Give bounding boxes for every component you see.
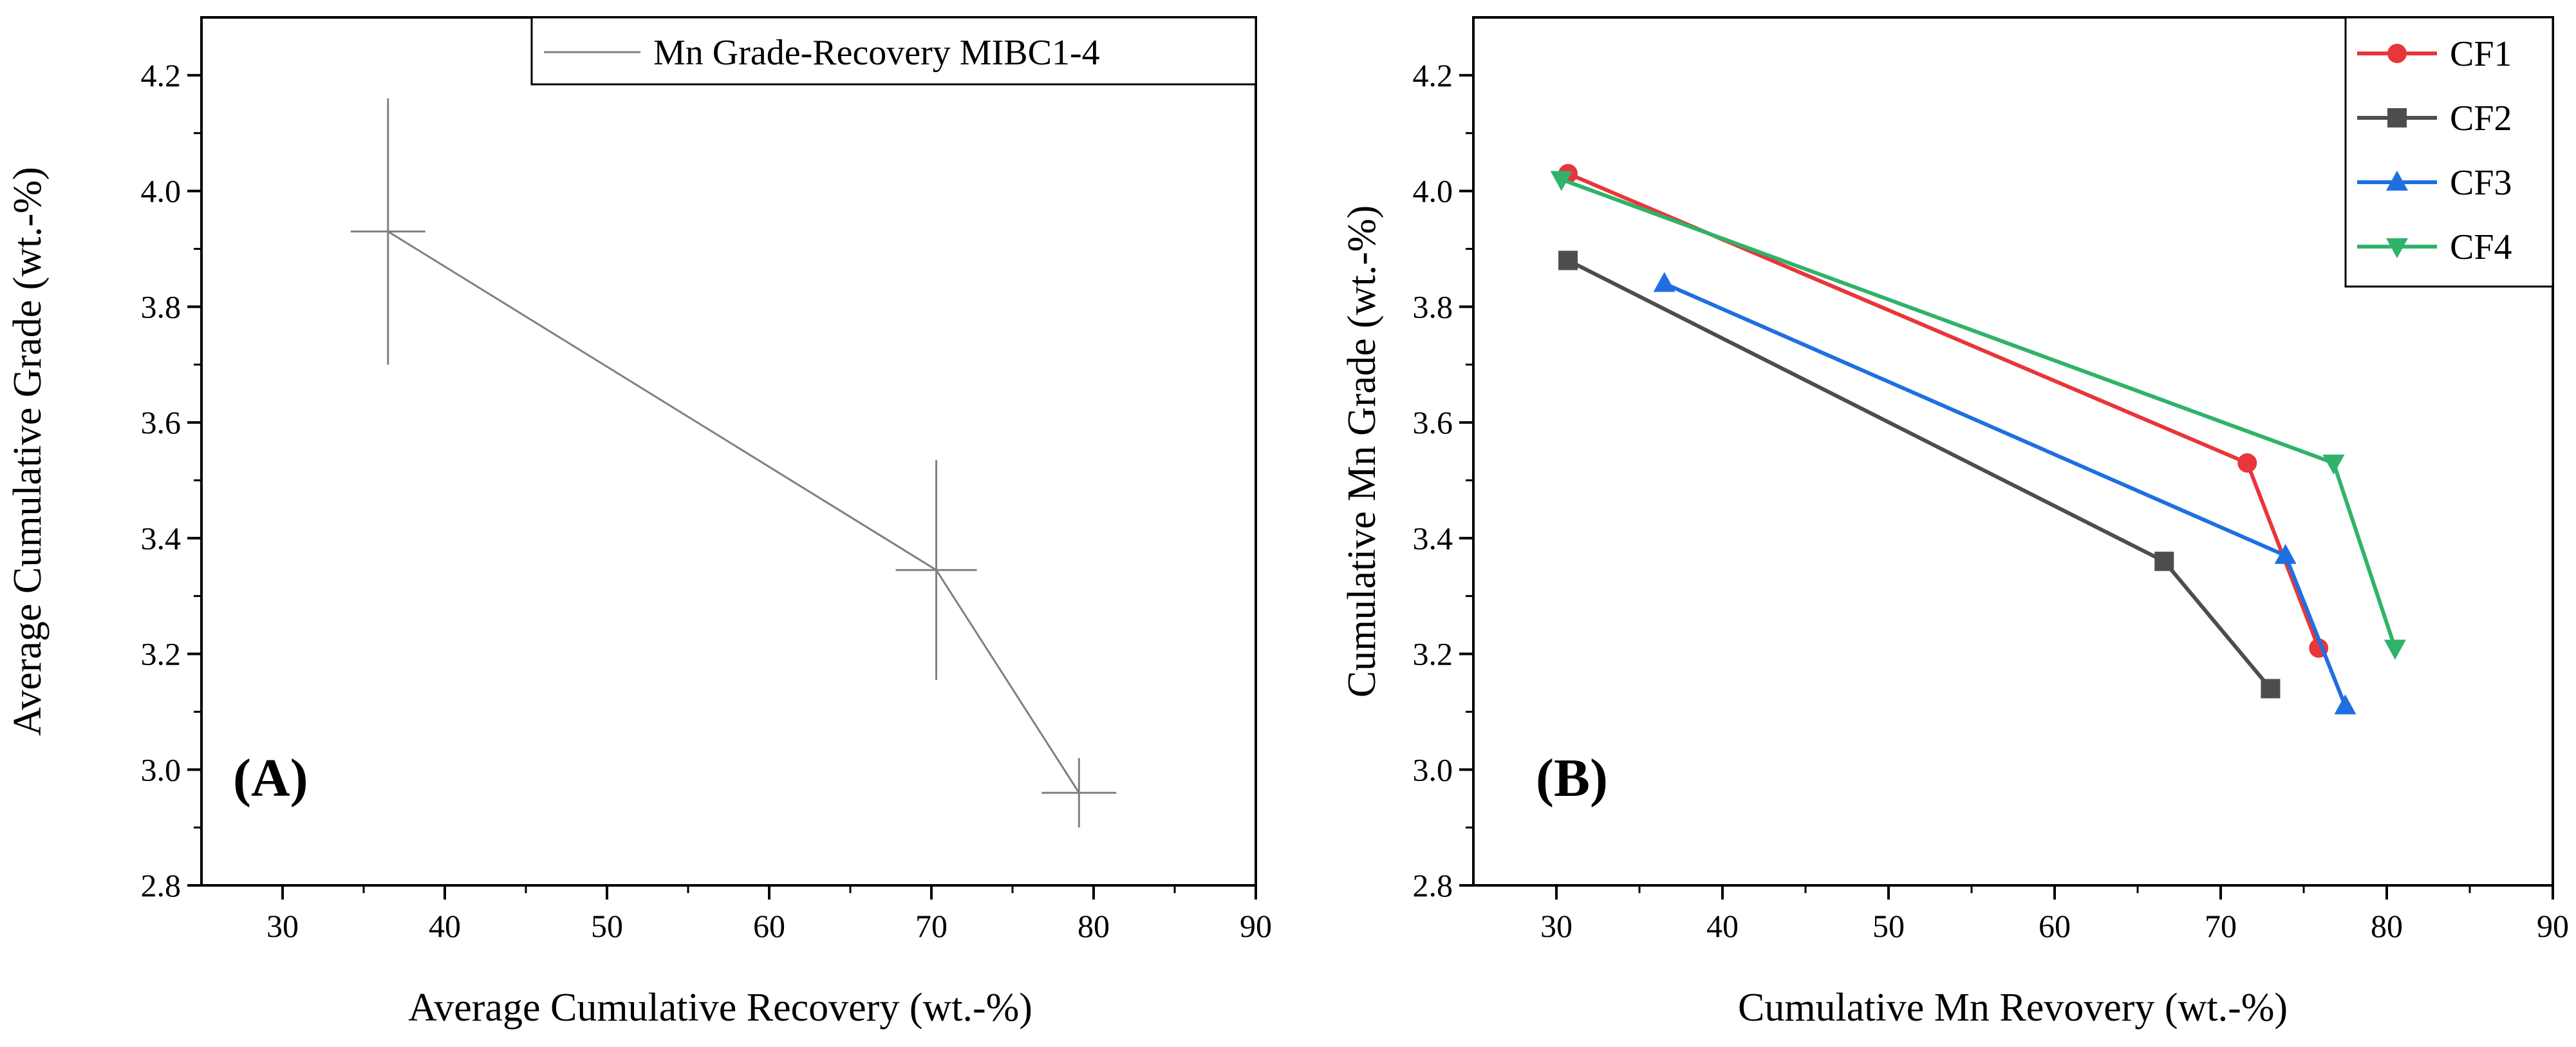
panel-b-legend-marker-cf3 (2386, 171, 2408, 191)
panel-a-y-tick-label: 3.0 (141, 751, 182, 788)
panel-b-legend-marker-cf2 (2387, 108, 2407, 127)
panel-b-legend-box (2344, 16, 2554, 288)
panel-b-x-tick-label: 50 (1872, 908, 1905, 944)
panel-b-cf3-point (2334, 694, 2357, 715)
panel-b-cf3-point (1653, 272, 1675, 292)
panel-b-legend-marker-cf4 (2386, 238, 2408, 258)
panel-b-cf2-point (2261, 679, 2281, 699)
panel-b-label: (B) (1536, 748, 1608, 808)
panel-b-y-tick-label: 3.0 (1413, 751, 1453, 788)
panel-b-cf1-point (2237, 453, 2257, 473)
panel-b-x-axis-title: Cumulative Mn Revovery (wt.-%) (1738, 986, 2288, 1030)
panel-b-y-tick-label: 3.2 (1413, 636, 1453, 672)
panel-a-legend: Mn Grade-Recovery MIBC1-4 (530, 16, 1257, 86)
panel-b-legend: CF1 CF2 CF3 CF4 (2344, 16, 2554, 288)
panel-b-series-line-cf1 (1567, 171, 2321, 649)
panel-b-cf4-point (2384, 639, 2406, 660)
panel-b-cf2-point (1558, 250, 1578, 270)
panel-a-x-tick-label: 80 (1078, 908, 1110, 944)
panel-a-x-tick-label: 60 (753, 908, 785, 944)
panel-b-x-tick-label: 80 (2371, 908, 2403, 944)
panel-b-series-line-cf4 (1560, 177, 2397, 649)
panel-a-x-tick-label: 40 (429, 908, 461, 944)
panel-b-legend-marker-cf1 (2387, 44, 2407, 63)
panel-a-plot-frame (200, 16, 1257, 887)
panel-a-y-tick-label: 3.2 (141, 636, 182, 672)
panel-a-x-tick-label: 70 (915, 908, 947, 944)
panel-b-x-tick-label: 70 (2205, 908, 2237, 944)
panel-a-x-tick-label: 50 (591, 908, 623, 944)
panel-b-x-tick-label: 30 (1540, 908, 1573, 944)
panel-a-y-tick-label: 4.0 (141, 173, 182, 209)
panel-b-y-tick-label: 4.0 (1413, 173, 1453, 209)
panel-b-y-tick-label: 3.6 (1413, 404, 1453, 440)
panel-a-y-tick-label: 4.2 (141, 57, 182, 93)
panel-b-cf4-point (1550, 171, 1573, 191)
panel-a-y-tick-label: 3.8 (141, 288, 182, 325)
panel-b-x-tick-label: 90 (2537, 908, 2569, 944)
panel-b-y-tick-label: 3.4 (1413, 520, 1453, 556)
panel-b-legend-label-cf4: CF4 (2450, 227, 2512, 267)
panel-a-y-tick-label: 2.8 (141, 867, 182, 903)
panel-b-series-line-cf3 (1663, 281, 2347, 707)
panel-a-y-tick-label: 3.6 (141, 404, 182, 440)
panel-a-x-axis-title: Average Cumulative Recovery (wt.-%) (408, 986, 1032, 1030)
panel-a-series-line-mn-grade-recovery-mibc1-4 (387, 231, 1080, 794)
panel-a-x-tick-label: 30 (266, 908, 299, 944)
panel-b-plot-frame (1472, 16, 2554, 887)
panel-b-legend-label-cf2: CF2 (2450, 99, 2512, 138)
panel-b-y-axis-title: Cumulative Mn Grade (wt.-%) (1340, 205, 1384, 697)
panel-b-y-tick-label: 2.8 (1413, 867, 1453, 903)
panel-a-x-tick-label: 90 (1240, 908, 1272, 944)
panel-b-y-tick-label: 4.2 (1413, 57, 1453, 93)
panel-a-chart: 30 40 50 60 70 80 90 2.8 3.0 3.2 3.4 3.6 3.8 4.0 4.2 M… (6, 16, 1272, 1030)
panel-b-x-tick-label: 40 (1706, 908, 1739, 944)
panel-b-cf2-point (2154, 551, 2174, 571)
panel-b-cf3-point (2274, 543, 2297, 564)
panel-a-legend-box (530, 16, 1257, 86)
panel-b-legend-label-cf3: CF3 (2450, 163, 2512, 203)
panel-b-cf4-point (2322, 454, 2345, 475)
panel-b-x-tick-label: 60 (2039, 908, 2071, 944)
panel-b-legend-label-cf1: CF1 (2450, 34, 2512, 74)
panel-b-y-tick-label: 3.8 (1413, 288, 1453, 325)
panel-a-label: (A) (233, 748, 308, 808)
panel-a-y-tick-label: 3.4 (141, 520, 182, 556)
panel-a-legend-label: Mn Grade-Recovery MIBC1-4 (653, 33, 1100, 73)
panel-a-y-axis-title: Average Cumulative Grade (wt.-%) (6, 167, 50, 736)
panel-b-chart: 30 40 50 60 70 80 90 2.8 3.0 3.2 3.4 3.6 3.8 4.0 4.2 C… (1340, 16, 2569, 1030)
